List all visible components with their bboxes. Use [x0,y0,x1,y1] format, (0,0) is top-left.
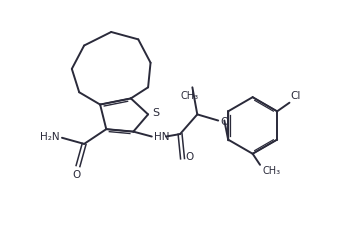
Text: Cl: Cl [291,92,301,101]
Text: O: O [73,170,81,180]
Text: H₂N: H₂N [40,132,59,141]
Text: O: O [221,117,229,127]
Text: CH₃: CH₃ [181,91,199,101]
Text: HN: HN [154,132,170,141]
Text: CH₃: CH₃ [263,166,281,176]
Text: O: O [185,153,193,162]
Text: S: S [152,108,160,118]
